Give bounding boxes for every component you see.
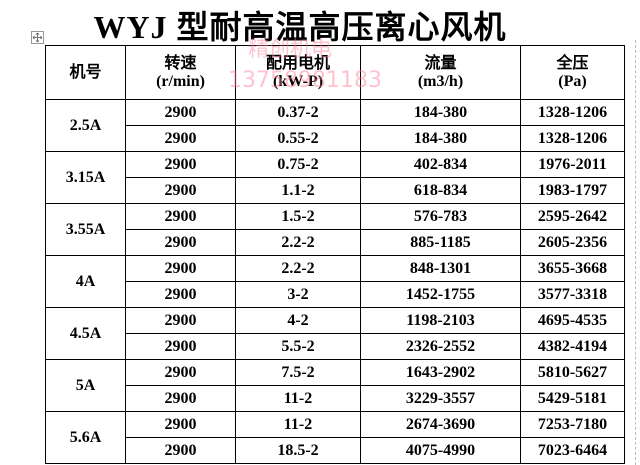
data-cell: 1976-2011 <box>520 151 625 178</box>
header-cell: 机号 <box>45 45 126 100</box>
data-cell: 184-380 <box>360 125 521 152</box>
data-cell: 4-2 <box>235 307 361 334</box>
data-cell: 1198-2103 <box>360 307 521 334</box>
data-cell: 848-1301 <box>360 255 521 282</box>
data-cell: 618-834 <box>360 177 521 204</box>
data-cell: 4075-4990 <box>360 437 521 464</box>
data-cell: 18.5-2 <box>235 437 361 464</box>
title: WYJ 型耐高温高压离心风机 <box>93 9 507 45</box>
header-cell: 全压 (Pa) <box>520 45 625 100</box>
data-cell: 2900 <box>125 385 236 412</box>
header-cell: 流量 (m3/h) <box>360 45 521 100</box>
header-text: (m3/h) <box>417 72 464 90</box>
data-cell: 0.75-2 <box>235 151 361 178</box>
data-cell: 0.37-2 <box>235 99 361 126</box>
header-text: 流量 <box>424 54 457 72</box>
data-cell: 7253-7180 <box>520 411 625 438</box>
data-cell: 2900 <box>125 437 236 464</box>
data-row: 2900 2.2-2 885-1185 2605-2356 <box>46 229 625 256</box>
data-cell: 2900 <box>125 411 236 438</box>
data-cell: 2900 <box>125 333 236 360</box>
model-cell: 3.15A <box>45 151 126 204</box>
data-row: 4.5A 2900 4-2 1198-2103 4695-4535 <box>45 307 625 360</box>
page-edge <box>635 40 636 465</box>
data-row: 3.55A 2900 1.5-2 576-783 2595-2642 <box>45 203 625 256</box>
data-cell: 2900 <box>125 255 236 282</box>
data-cell: 2900 <box>125 281 236 308</box>
header-text: (r/min) <box>156 72 205 90</box>
data-row: 2900 1.1-2 618-834 1983-1797 <box>46 177 625 204</box>
move-handle[interactable] <box>31 31 44 44</box>
data-cell: 1452-1755 <box>360 281 521 308</box>
data-cell: 184-380 <box>360 99 521 126</box>
header-text: 全压 <box>556 54 589 72</box>
data-cell: 2674-3690 <box>360 411 521 438</box>
data-cell: 2595-2642 <box>520 203 625 230</box>
data-cell: 2900 <box>125 177 236 204</box>
data-cell: 3577-3318 <box>520 281 625 308</box>
header-text: 转速 <box>164 54 197 72</box>
data-cell: 2900 <box>125 229 236 256</box>
data-cell: 2900 <box>125 359 236 386</box>
data-cell: 7.5-2 <box>235 359 361 386</box>
data-cell: 2326-2552 <box>360 333 521 360</box>
model-cell: 3.55A <box>45 203 126 256</box>
data-cell: 1983-1797 <box>520 177 625 204</box>
header-text: 配用电机 <box>265 54 330 72</box>
data-row: 2900 3-2 1452-1755 3577-3318 <box>46 281 625 308</box>
spec-table: 机号 转速 (r/min) 配用电机 (kW-P) 流量 (m3/h) 全压 (Pa) 2.5A 2… <box>45 45 625 464</box>
model-cell: 5.6A <box>45 411 126 464</box>
data-row: 2900 0.55-2 184-380 1328-1206 <box>46 125 625 152</box>
header-text: (kW-P) <box>272 72 324 90</box>
data-cell: 7023-6464 <box>520 437 625 464</box>
data-cell: 2900 <box>125 203 236 230</box>
data-cell: 5810-5627 <box>520 359 625 386</box>
model-cell: 4.5A <box>45 307 126 360</box>
data-row: 2.5A 2900 0.37-2 184-380 1328-1206 <box>45 99 625 152</box>
data-row: 5.6A 2900 11-2 2674-3690 7253-7180 <box>45 411 625 464</box>
data-cell: 2900 <box>125 307 236 334</box>
header-cell: 配用电机 (kW-P) <box>235 45 361 100</box>
data-row: 4A 2900 2.2-2 848-1301 3655-3668 <box>45 255 625 308</box>
data-row: 5A 2900 7.5-2 1643-2902 5810-5627 <box>45 359 625 412</box>
header-text: 机号 <box>69 63 102 81</box>
data-cell: 4695-4535 <box>520 307 625 334</box>
data-row: 2900 5.5-2 2326-2552 4382-4194 <box>46 333 625 360</box>
data-cell: 5429-5181 <box>520 385 625 412</box>
data-cell: 1.5-2 <box>235 203 361 230</box>
data-cell: 402-834 <box>360 151 521 178</box>
data-cell: 2.2-2 <box>235 255 361 282</box>
data-row: 3.15A 2900 0.75-2 402-834 1976-2011 <box>45 151 625 204</box>
data-cell: 5.5-2 <box>235 333 361 360</box>
data-cell: 576-783 <box>360 203 521 230</box>
model-cell: 5A <box>45 359 126 412</box>
model-cell: 2.5A <box>45 99 126 152</box>
data-cell: 885-1185 <box>360 229 521 256</box>
data-cell: 2900 <box>125 125 236 152</box>
data-cell: 1328-1206 <box>520 125 625 152</box>
data-row: 2900 18.5-2 4075-4990 7023-6464 <box>46 437 625 464</box>
header-cell: 转速 (r/min) <box>125 45 236 100</box>
data-cell: 3655-3668 <box>520 255 625 282</box>
data-cell: 11-2 <box>235 385 361 412</box>
data-row: 2900 11-2 3229-3557 5429-5181 <box>46 385 625 412</box>
data-cell: 1328-1206 <box>520 99 625 126</box>
data-cell: 2605-2356 <box>520 229 625 256</box>
data-cell: 0.55-2 <box>235 125 361 152</box>
data-cell: 3229-3557 <box>360 385 521 412</box>
model-cell: 4A <box>45 255 126 308</box>
data-cell: 1.1-2 <box>235 177 361 204</box>
header-row: 机号 转速 (r/min) 配用电机 (kW-P) 流量 (m3/h) 全压 (Pa) <box>45 45 625 100</box>
data-cell: 3-2 <box>235 281 361 308</box>
data-cell: 2900 <box>125 151 236 178</box>
header-text: (Pa) <box>558 72 587 90</box>
data-cell: 4382-4194 <box>520 333 625 360</box>
data-cell: 2.2-2 <box>235 229 361 256</box>
data-cell: 11-2 <box>235 411 361 438</box>
data-cell: 2900 <box>125 99 236 126</box>
data-cell: 1643-2902 <box>360 359 521 386</box>
